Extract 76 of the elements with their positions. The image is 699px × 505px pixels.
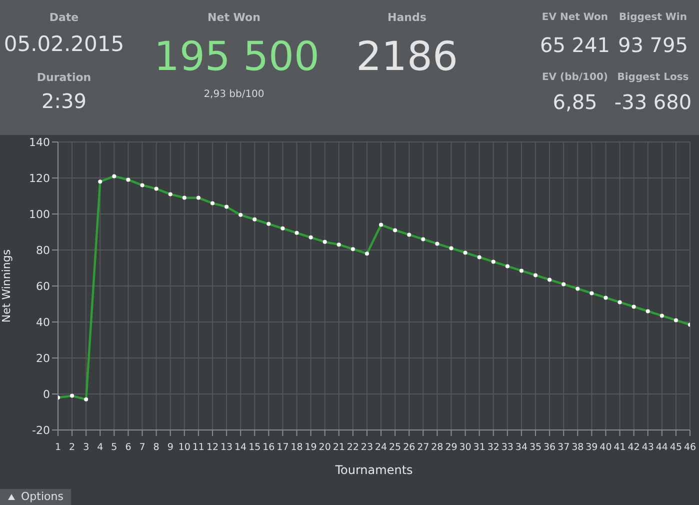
x-tick-label: 8 [153, 442, 160, 453]
options-button: Options [0, 489, 72, 505]
x-tick-label: 5 [111, 442, 118, 453]
text: 65 241 [540, 33, 610, 57]
y-tick-label: 40 [36, 316, 50, 329]
x-tick-label: 17 [276, 442, 289, 453]
text: 2,93 bb/100 [202, 89, 266, 100]
x-tick-label: 30 [459, 442, 472, 453]
y-tick-label: 60 [36, 280, 50, 293]
x-tick-label: 20 [318, 442, 331, 453]
text: 195 500 [154, 34, 320, 80]
x-tick-label: 33 [501, 442, 514, 453]
x-tick-label: 36 [544, 442, 556, 453]
text: 6,85 [552, 90, 598, 114]
y-tick-label: 140 [29, 136, 50, 149]
x-tick-label: 3 [83, 442, 90, 453]
text: Net Won [206, 11, 262, 25]
y-tick-label: 100 [29, 208, 50, 221]
x-tick-label: 6 [125, 442, 132, 453]
x-tick-label: 10 [178, 442, 190, 453]
x-tick-label: 31 [473, 442, 486, 453]
x-tick-label: 25 [389, 442, 402, 453]
text: 2186 [355, 34, 459, 80]
x-tick-label: 46 [684, 442, 696, 453]
text: Biggest Loss [617, 72, 689, 83]
x-tick-label: 18 [290, 442, 303, 453]
x-tick-label: 40 [600, 442, 612, 453]
x-tick-label: 22 [346, 442, 359, 453]
x-tick-label: 27 [417, 442, 430, 453]
x-tick-label: 2 [69, 442, 76, 453]
x-tick-label: 12 [206, 442, 219, 453]
x-tick-label: 45 [670, 442, 682, 453]
x-tick-label: 16 [262, 442, 275, 453]
x-tick-label: 38 [572, 442, 584, 453]
text: EV Net Won [542, 12, 608, 23]
x-tick-label: 29 [445, 442, 458, 453]
y-tick-label: 20 [36, 352, 50, 365]
line-series [58, 174, 690, 402]
x-tick-label: 7 [139, 442, 146, 453]
x-tick-label: 44 [656, 442, 668, 453]
x-tick-label: 28 [431, 442, 444, 453]
x-tick-label: 13 [220, 442, 233, 453]
x-tick-label: 43 [642, 442, 654, 453]
x-tick-label: 11 [192, 442, 204, 453]
y-tick-label: 80 [36, 244, 50, 257]
x-tick-label: 26 [403, 442, 416, 453]
text: 2:39 [40, 89, 88, 113]
x-tick-label: 42 [628, 442, 640, 453]
x-tick-label: 34 [515, 442, 528, 453]
x-tick-label: 32 [487, 442, 500, 453]
x-tick-label: 21 [332, 442, 345, 453]
y-tick-label: 0 [43, 388, 50, 401]
text: 05.02.2015 [2, 32, 126, 56]
x-tick-label: 4 [97, 442, 104, 453]
text: Hands [386, 11, 428, 25]
y-tick-label: -20 [32, 424, 50, 437]
x-tick-label: 24 [374, 442, 388, 453]
text: Date [48, 11, 80, 25]
x-tick-label: 14 [234, 442, 247, 453]
x-tick-label: 15 [248, 442, 261, 453]
x-axis-title: Tournaments [334, 463, 413, 477]
y-axis-title: Net Winnings [0, 249, 13, 323]
text: 93 795 [618, 33, 688, 57]
x-tick-label: 39 [586, 442, 598, 453]
x-tick-label: 41 [614, 442, 626, 453]
text: -33 680 [614, 90, 692, 114]
x-tick-label: 19 [304, 442, 317, 453]
x-tick-label: 23 [360, 442, 374, 453]
x-tick-label: 9 [167, 442, 174, 453]
text: Biggest Win [619, 12, 687, 23]
x-tick-label: 35 [529, 442, 542, 453]
x-tick-label: 1 [54, 442, 62, 453]
text: EV (bb/100) [542, 72, 608, 83]
y-tick-label: 120 [29, 172, 50, 185]
x-tick-label: 37 [558, 442, 570, 453]
text: Duration [36, 71, 92, 85]
